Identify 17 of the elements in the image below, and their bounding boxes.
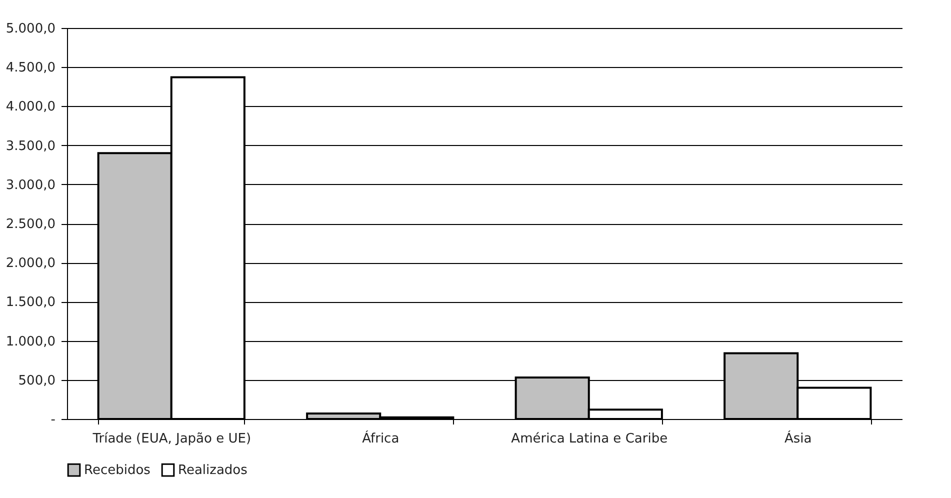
y-tick-label: 500,0 — [18, 373, 56, 388]
y-tick-label: 4.000,0 — [6, 100, 56, 115]
legend-label: Recebidos — [84, 463, 151, 478]
x-tick-label: Tríade (EUA, Japão e UE) — [92, 432, 252, 446]
x-tick-label: Ásia — [784, 430, 812, 446]
x-tick-label: África — [362, 430, 400, 446]
y-tick-label: 4.500,0 — [6, 60, 56, 76]
y-tick-label: 1.000,0 — [6, 334, 56, 350]
y-tick-label: 5.000,0 — [6, 22, 56, 36]
legend-label: Realizados — [178, 463, 248, 478]
y-tick-label: 2.000,0 — [6, 256, 56, 272]
y-tick-label: 1.500,0 — [6, 295, 56, 310]
x-tick-label: América Latina e Caribe — [511, 432, 668, 446]
y-tick-label: 2.500,0 — [6, 217, 56, 232]
y-tick-label: 3.500,0 — [6, 138, 56, 154]
y-tick-label: - — [50, 412, 56, 428]
y-tick-label: 3.000,0 — [6, 178, 56, 193]
